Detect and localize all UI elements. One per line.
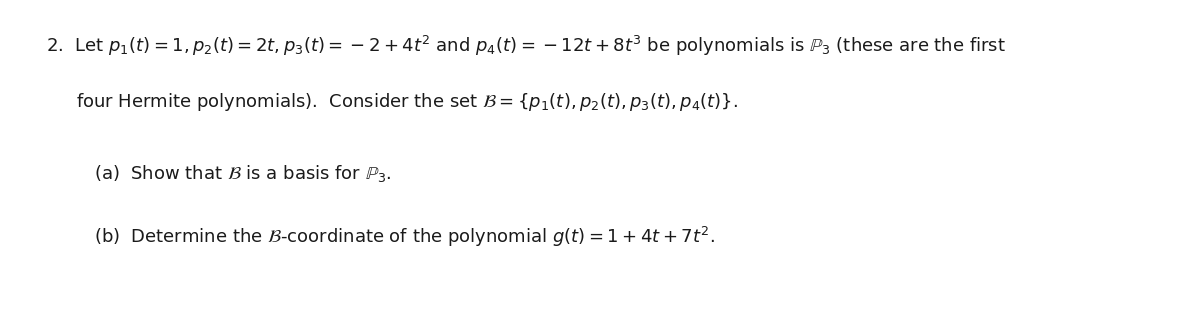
Text: (b)  Determine the $\mathcal{B}$-coordinate of the polynomial $g(t) = 1 + 4t + 7: (b) Determine the $\mathcal{B}$-coordina… [94, 225, 714, 249]
Text: (a)  Show that $\mathcal{B}$ is a basis for $\mathbb{P}_3$.: (a) Show that $\mathcal{B}$ is a basis f… [94, 163, 391, 184]
Text: four Hermite polynomials).  Consider the set $\mathcal{B} = \{p_1(t), p_2(t), p_: four Hermite polynomials). Consider the … [76, 91, 738, 113]
Text: 2.  Let $p_1(t) = 1, p_2(t) = 2t, p_3(t) = -2 + 4t^2$ and $p_4(t) = -12t + 8t^3$: 2. Let $p_1(t) = 1, p_2(t) = 2t, p_3(t) … [46, 33, 1006, 58]
